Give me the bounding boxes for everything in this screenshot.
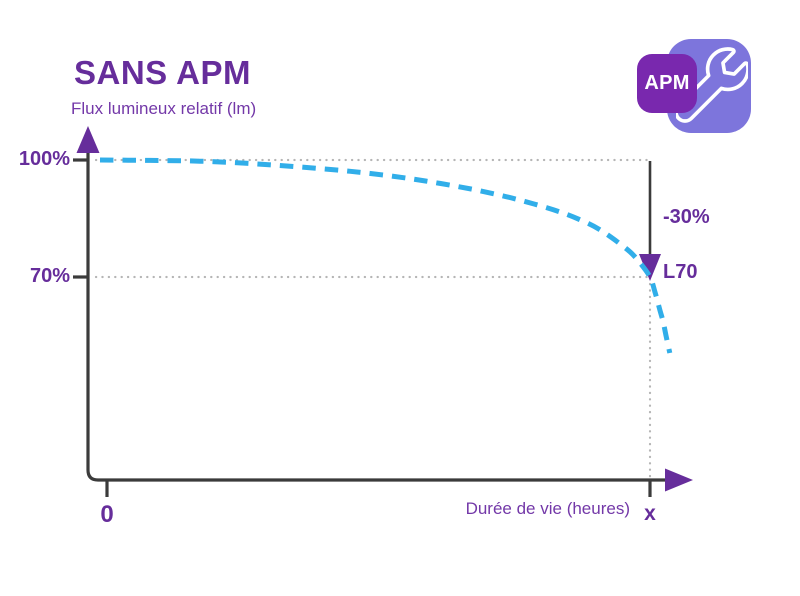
wrench-icon xyxy=(676,47,748,123)
xtick-label-0: 0 xyxy=(100,501,114,528)
y-axis-title: Flux lumineux relatif (lm) xyxy=(71,99,257,118)
x-axis-title: Durée de vie (heures) xyxy=(465,499,630,518)
flux-curve xyxy=(99,157,673,354)
x-axis-arrow-icon xyxy=(665,468,693,492)
logo-apm-text: APM xyxy=(644,72,690,94)
ytick-label-70: 70% xyxy=(29,265,70,287)
annotation-minus-30pct: -30% xyxy=(663,206,710,228)
axes-lines xyxy=(86,138,672,482)
apm-logo: APM xyxy=(630,34,760,138)
drop-arrow-head-icon xyxy=(639,254,661,281)
page-title: SANS APM xyxy=(74,54,251,91)
y-axis-arrow-icon xyxy=(76,126,100,153)
xtick-label-x: x xyxy=(644,502,656,525)
ytick-label-100: 100% xyxy=(18,148,70,170)
logo-apm-badge: APM xyxy=(637,54,697,113)
annotation-l70: L70 xyxy=(663,261,698,283)
